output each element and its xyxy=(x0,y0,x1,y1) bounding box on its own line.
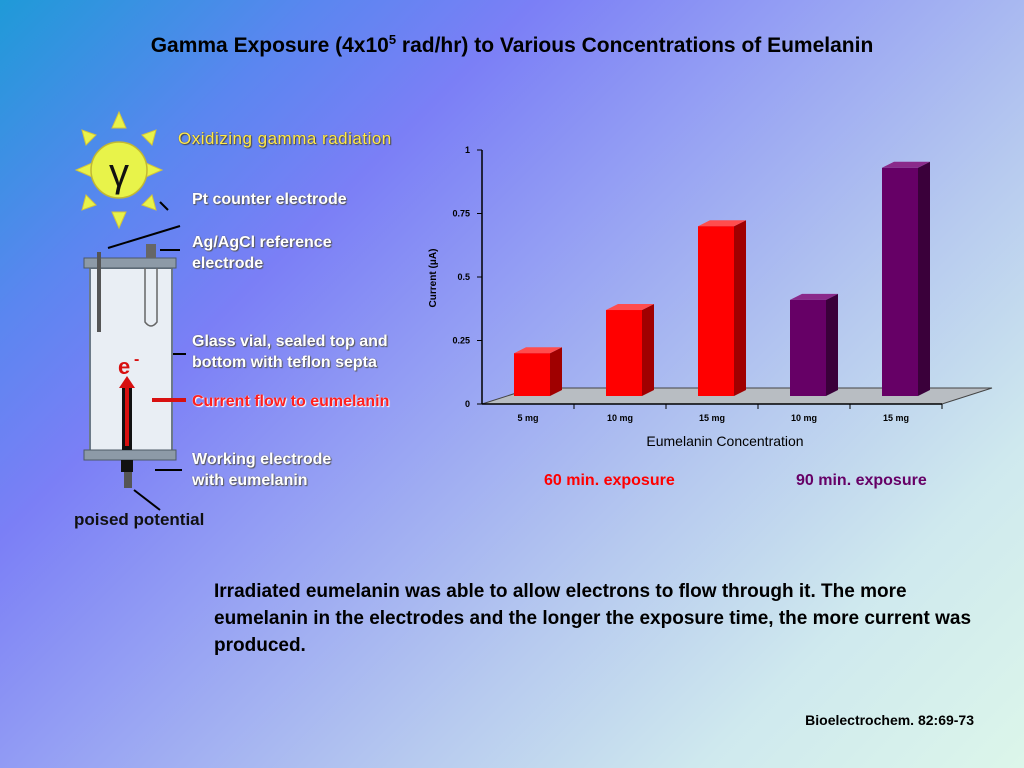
summary-paragraph: Irradiated eumelanin was able to allow e… xyxy=(214,581,972,656)
x-tick-label: 15 mg xyxy=(699,413,725,423)
electron-charge: - xyxy=(134,351,139,368)
working-electrode-label: Working electrode with eumelanin xyxy=(192,449,331,491)
reference-line-1: Ag/AgCl reference xyxy=(192,234,332,251)
x-tick-label: 5 mg xyxy=(517,413,538,423)
y-tick-label: 0 xyxy=(465,399,470,409)
bar-3 xyxy=(790,293,838,396)
bar-top xyxy=(698,220,746,227)
slide-title: Gamma Exposure (4x105 rad/hr) to Various… xyxy=(150,32,874,57)
current-flow-label: Current flow to eumelanin xyxy=(192,393,390,410)
x-tick-label: 10 mg xyxy=(607,413,633,423)
bar-4 xyxy=(882,161,930,396)
x-tick-label: 15 mg xyxy=(883,413,909,423)
bar-0 xyxy=(514,347,562,396)
sun-icon: γ xyxy=(74,110,164,230)
current-bar-chart: 0 0.25 0.5 0.75 1 5 mg 10 mg 15 mg 10 mg 15 mg C… xyxy=(428,145,993,423)
vial-label: Glass vial, sealed top and bottom with t… xyxy=(192,331,388,373)
chart-y-axis-label: Current (μA) xyxy=(428,249,439,308)
bar-front xyxy=(606,310,642,396)
bar-side xyxy=(642,304,654,396)
legend-60-min: 60 min. exposure xyxy=(544,472,675,489)
counter-electrode-label: Pt counter electrode xyxy=(192,191,347,208)
bar-side xyxy=(826,293,838,396)
bar-2 xyxy=(698,220,746,396)
y-tick-label: 0.5 xyxy=(457,272,470,282)
bar-top xyxy=(790,293,838,300)
chart-x-axis-label: Eumelanin Concentration xyxy=(646,433,804,449)
radiation-pointer-line xyxy=(159,201,169,211)
poised-potential-label: poised potential xyxy=(74,510,205,529)
bar-front xyxy=(698,226,734,396)
electron-symbol: e xyxy=(118,354,130,379)
citation: Bioelectrochem. 82:69-73 xyxy=(805,712,974,728)
y-tick-label: 1 xyxy=(465,145,470,155)
electrode-diagram: γ e - xyxy=(74,110,186,511)
radiation-label: Oxidizing gamma radiation xyxy=(178,129,392,148)
y-tick-label: 0.75 xyxy=(452,209,470,219)
reference-electrode-label: Ag/AgCl reference electrode xyxy=(192,232,332,274)
vial-line-1: Glass vial, sealed top and xyxy=(192,333,388,350)
bar-side xyxy=(734,220,746,396)
bar-front xyxy=(514,353,550,396)
bar-front xyxy=(882,167,918,396)
gamma-symbol: γ xyxy=(109,151,129,195)
bar-side xyxy=(550,347,562,396)
bar-side xyxy=(918,161,930,396)
chart-yticks: 0 0.25 0.5 0.75 1 xyxy=(452,145,482,409)
bar-top xyxy=(606,304,654,311)
bar-front xyxy=(790,299,826,396)
vial-line-2: bottom with teflon septa xyxy=(192,354,377,371)
chart-xticks: 5 mg 10 mg 15 mg 10 mg 15 mg xyxy=(517,404,943,423)
bar-top xyxy=(882,161,930,168)
electron-arrow xyxy=(119,376,135,446)
y-tick-label: 0.25 xyxy=(452,336,470,346)
chart-bars xyxy=(514,161,930,396)
bar-top xyxy=(514,347,562,354)
legend-90-min: 90 min. exposure xyxy=(796,472,927,489)
x-tick-label: 10 mg xyxy=(791,413,817,423)
working-line-1: Working electrode xyxy=(192,451,332,468)
reference-line-2: electrode xyxy=(192,255,264,272)
poised-line xyxy=(133,489,161,511)
counter-electrode-line xyxy=(107,225,181,249)
working-line-2: with eumelanin xyxy=(192,472,308,489)
bar-1 xyxy=(606,304,654,396)
